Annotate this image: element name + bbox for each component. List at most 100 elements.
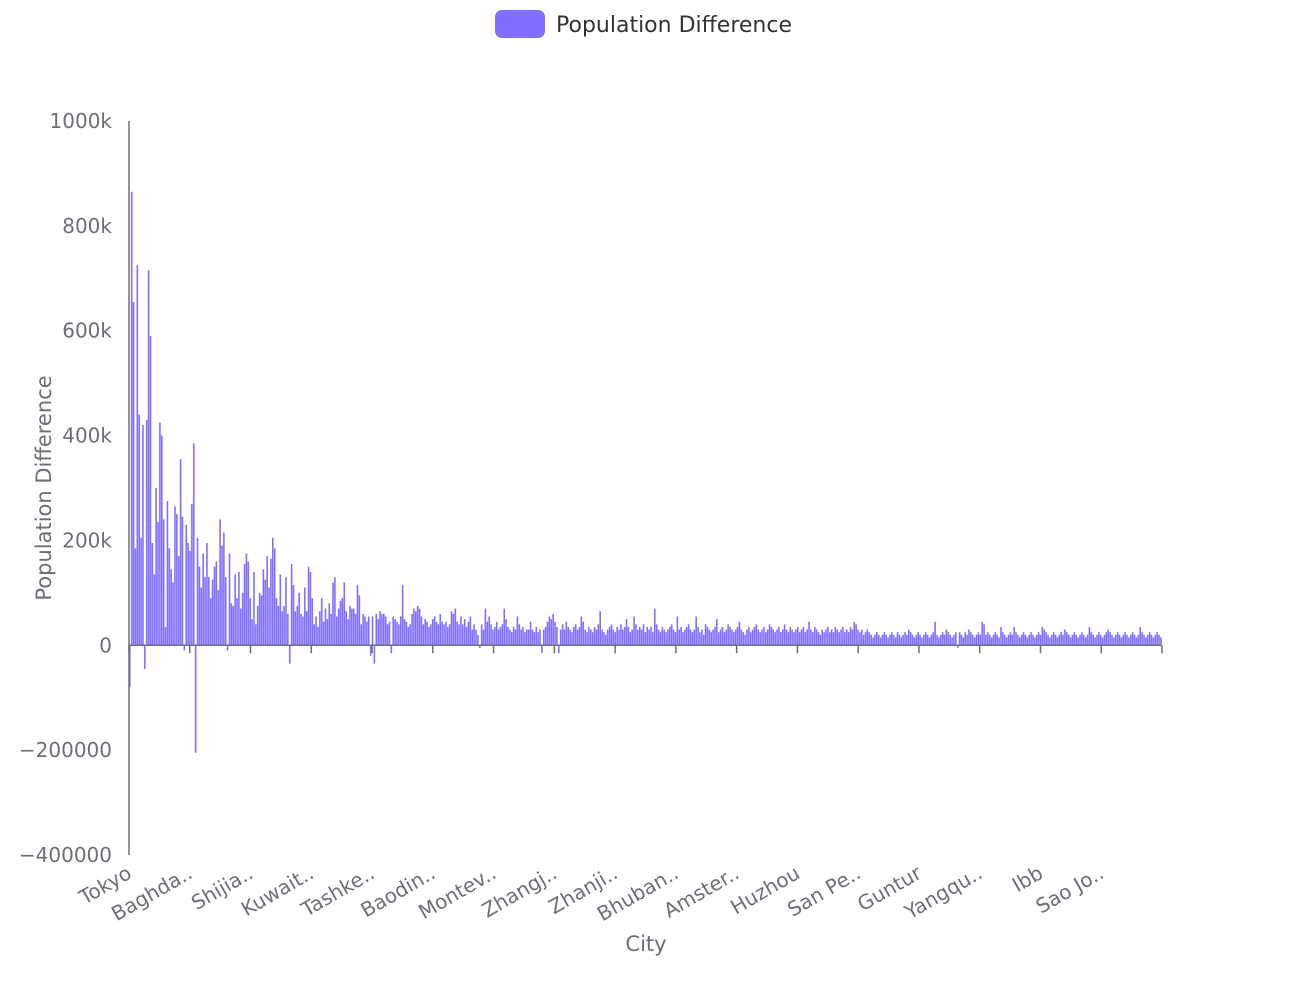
bar[interactable] <box>939 634 942 646</box>
bar[interactable] <box>550 619 553 646</box>
bar[interactable] <box>913 637 916 646</box>
bar[interactable] <box>330 613 332 646</box>
bar[interactable] <box>798 632 801 646</box>
bar[interactable] <box>642 624 645 646</box>
bar[interactable] <box>170 569 172 646</box>
bar[interactable] <box>1009 632 1012 646</box>
bar[interactable] <box>223 532 225 646</box>
bar[interactable] <box>691 632 694 646</box>
bar[interactable] <box>1086 634 1089 646</box>
bar[interactable] <box>377 619 379 646</box>
bar[interactable] <box>1088 626 1091 646</box>
bar[interactable] <box>1052 632 1055 646</box>
bar[interactable] <box>629 632 632 646</box>
bar[interactable] <box>772 629 775 646</box>
bar[interactable] <box>778 626 780 646</box>
bar[interactable] <box>606 629 609 646</box>
bar[interactable] <box>262 569 265 646</box>
bar[interactable] <box>556 626 558 646</box>
bar[interactable] <box>168 548 171 646</box>
bar[interactable] <box>260 595 263 646</box>
bar[interactable] <box>200 587 203 646</box>
bar[interactable] <box>388 621 391 646</box>
bar[interactable] <box>796 626 799 646</box>
bar[interactable] <box>900 637 903 646</box>
bar[interactable] <box>761 629 763 646</box>
bar[interactable] <box>518 624 521 646</box>
bar[interactable] <box>140 537 142 646</box>
bar[interactable] <box>599 611 601 646</box>
bar[interactable] <box>731 629 733 646</box>
bar[interactable] <box>1028 634 1031 646</box>
bar[interactable] <box>781 629 784 646</box>
bar[interactable] <box>462 624 464 646</box>
bar[interactable] <box>364 616 366 646</box>
bar[interactable] <box>1101 637 1104 646</box>
bar[interactable] <box>490 624 492 646</box>
bar[interactable] <box>273 548 276 646</box>
bar[interactable] <box>416 605 419 646</box>
bar[interactable] <box>208 577 210 646</box>
bar[interactable] <box>345 611 347 646</box>
bar[interactable] <box>1096 634 1098 646</box>
bar[interactable] <box>320 598 323 646</box>
bar[interactable] <box>996 634 999 646</box>
bar[interactable] <box>351 608 353 646</box>
bar[interactable] <box>1150 634 1153 646</box>
bar[interactable] <box>484 608 487 646</box>
bar[interactable] <box>1120 637 1123 646</box>
bar[interactable] <box>215 561 218 646</box>
bar[interactable] <box>206 543 208 646</box>
bar[interactable] <box>1039 634 1042 646</box>
bar[interactable] <box>732 632 735 646</box>
bar[interactable] <box>405 621 408 646</box>
bar[interactable] <box>650 626 652 646</box>
bar[interactable] <box>473 624 475 646</box>
bar[interactable] <box>571 632 573 646</box>
bar[interactable] <box>672 629 675 646</box>
bar[interactable] <box>859 632 861 646</box>
bar[interactable] <box>689 629 692 646</box>
bar[interactable] <box>682 632 684 646</box>
bar[interactable] <box>627 626 630 646</box>
bar[interactable] <box>373 645 376 664</box>
bar[interactable] <box>975 634 978 646</box>
bar[interactable] <box>860 629 863 646</box>
bar[interactable] <box>1020 634 1023 646</box>
bar[interactable] <box>319 611 321 646</box>
bar[interactable] <box>1056 637 1059 646</box>
bar[interactable] <box>723 632 726 646</box>
bar[interactable] <box>655 624 658 646</box>
bar[interactable] <box>964 632 967 646</box>
bar[interactable] <box>243 564 246 646</box>
bar[interactable] <box>1058 634 1061 646</box>
bar[interactable] <box>142 425 144 646</box>
bar[interactable] <box>238 571 240 646</box>
bar[interactable] <box>183 645 186 651</box>
bar[interactable] <box>469 616 472 646</box>
bar[interactable] <box>904 632 906 646</box>
bar[interactable] <box>706 626 709 646</box>
bar[interactable] <box>315 616 317 646</box>
bar[interactable] <box>742 632 744 646</box>
bar[interactable] <box>915 634 918 646</box>
bar[interactable] <box>279 574 282 646</box>
bar[interactable] <box>426 621 428 646</box>
bar[interactable] <box>1015 632 1017 646</box>
bar[interactable] <box>1143 634 1145 646</box>
bar[interactable] <box>488 616 490 646</box>
bar[interactable] <box>810 629 812 646</box>
bar[interactable] <box>255 624 257 646</box>
bar[interactable] <box>192 443 195 646</box>
bar[interactable] <box>962 637 965 646</box>
bar[interactable] <box>554 621 556 646</box>
bar[interactable] <box>917 632 919 646</box>
bar[interactable] <box>635 624 637 646</box>
bar[interactable] <box>467 621 470 646</box>
bar[interactable] <box>842 626 844 646</box>
bar[interactable] <box>667 629 669 646</box>
bar[interactable] <box>755 624 758 646</box>
bar[interactable] <box>932 632 935 646</box>
bar[interactable] <box>529 621 532 646</box>
bar[interactable] <box>283 605 285 646</box>
